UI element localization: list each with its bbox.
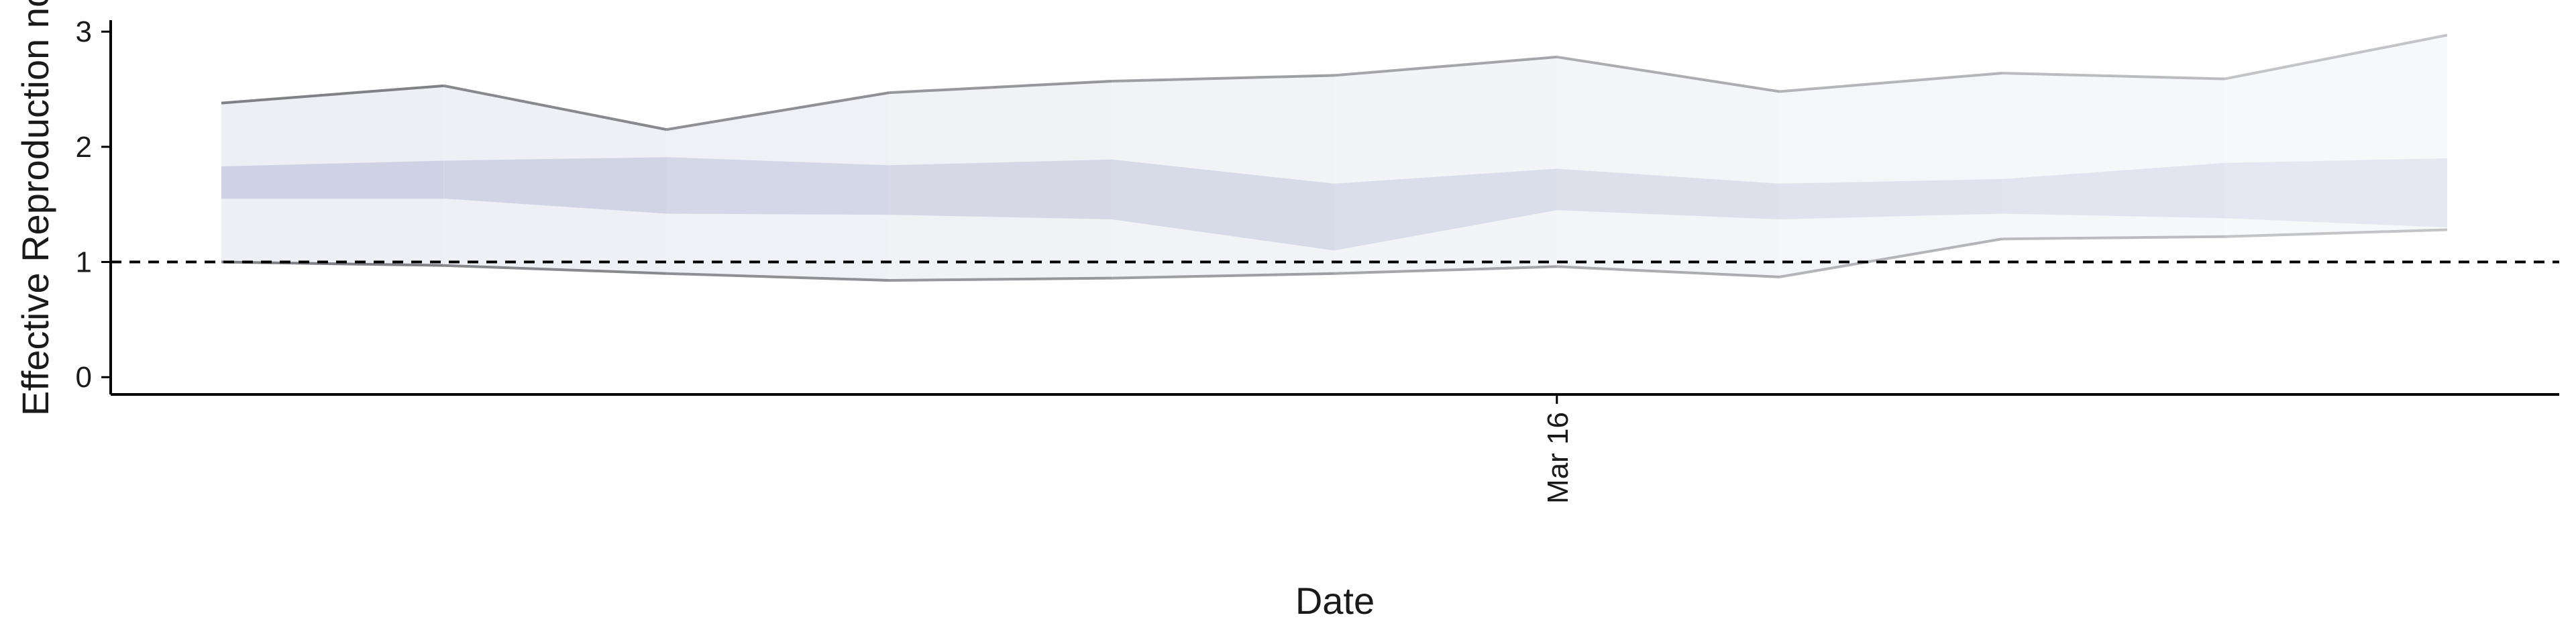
y-tick-label: 3 (76, 15, 92, 48)
lower-bound-segment (1556, 265, 1780, 278)
lower-bound-segment (1334, 265, 1557, 275)
lower-bound-segment (1779, 237, 2002, 278)
outer-band-segment (1556, 56, 1780, 277)
upper-bound-segment (889, 79, 1112, 95)
y-tick-label: 0 (76, 361, 92, 394)
upper-bound-segment (1334, 55, 1557, 77)
inner-band-segment (1779, 178, 2002, 220)
upper-bound-segment (443, 84, 667, 131)
inner-band-segment (666, 157, 890, 215)
lower-bound-segment (2002, 235, 2225, 241)
lower-bound-segment (666, 272, 890, 282)
x-axis-ticks: Mar 16 (1542, 394, 1574, 504)
upper-bound-segment (1556, 55, 1780, 93)
inner-band-segment (1556, 168, 1780, 220)
upper-bound-segment (2002, 71, 2225, 80)
y-axis-ticks: 0 1 2 3 (76, 15, 111, 394)
outer-band-segment (1779, 72, 2002, 277)
lower-bound-segment (1112, 272, 1335, 280)
lower-bound-segment (889, 276, 1112, 282)
lower-bound-segment (2224, 228, 2448, 238)
y-tick-label: 1 (76, 246, 92, 279)
y-tick-label: 2 (76, 131, 92, 164)
axes (109, 20, 2559, 396)
inner-band-segment (1334, 168, 1557, 251)
upper-bound-segment (221, 84, 444, 105)
upper-bound-segment (1112, 74, 1335, 83)
lower-bound-segment (443, 264, 667, 275)
inner-band-segment (443, 157, 667, 214)
inner-band-segment (221, 160, 444, 199)
lower-bound-segment (221, 260, 444, 267)
inner-band-segment (2224, 158, 2447, 228)
upper-bound-segment (2224, 34, 2448, 80)
y-axis-title: Effective Reproduction no (14, 0, 56, 416)
outer-band-segment (2002, 72, 2225, 239)
inner-band-segment (2002, 162, 2225, 219)
upper-bound-segment (1779, 71, 2002, 93)
upper-bound-segment (666, 91, 890, 131)
outer-band-segment (2224, 35, 2447, 237)
plot-area (221, 34, 2448, 282)
x-tick-label: Mar 16 (1542, 412, 1574, 504)
inner-band-segment (1112, 159, 1334, 251)
x-axis-title: Date (1295, 580, 1375, 622)
inner-band-segment (889, 159, 1112, 220)
